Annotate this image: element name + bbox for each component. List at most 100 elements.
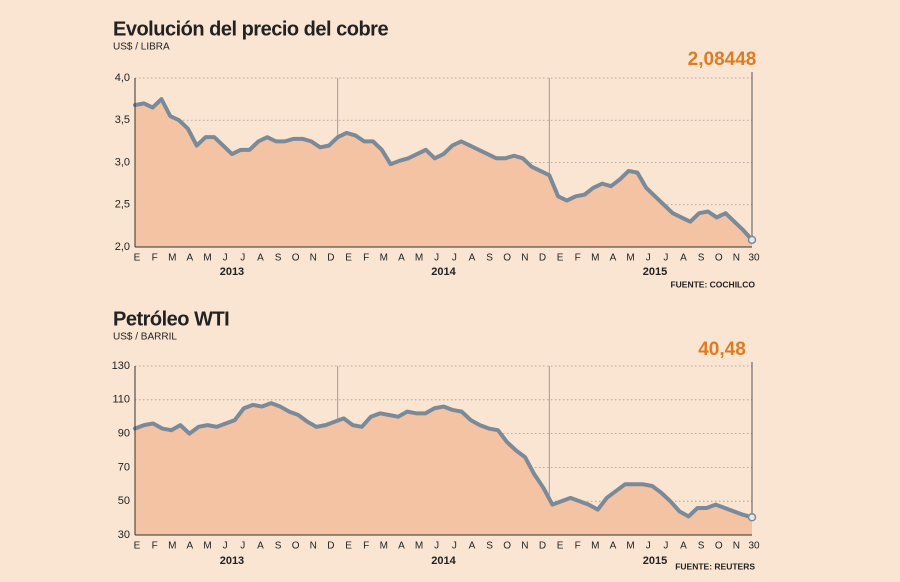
x-tick-label: N xyxy=(733,253,740,264)
x-tick-label: N xyxy=(733,541,740,552)
x-tick-label: A xyxy=(610,541,617,552)
x-tick-label: M xyxy=(591,253,599,264)
x-tick-label: N xyxy=(521,253,528,264)
x-tick-label: S xyxy=(486,541,493,552)
chart-title: Evolución del precio del cobre xyxy=(113,18,388,40)
line xyxy=(133,97,754,242)
x-tick-label: M xyxy=(626,253,634,264)
x-tick-label: S xyxy=(698,253,705,264)
x-tick-label: J xyxy=(452,253,457,264)
x-tick-label: J xyxy=(646,253,651,264)
x-tick-label: M xyxy=(168,541,176,552)
x-tick-label: A xyxy=(398,253,405,264)
year-label: 2014 xyxy=(431,555,456,567)
x-tick-label: N xyxy=(310,253,317,264)
annotation: 40,48 xyxy=(698,339,746,360)
x-tick-label: D xyxy=(327,253,334,264)
x-tick-label: E xyxy=(345,253,352,264)
x-tick-label: A xyxy=(398,541,405,552)
x-tick-label: J xyxy=(223,253,228,264)
y-tick-label: 130 xyxy=(112,360,130,372)
x-tick-label: F xyxy=(575,253,581,264)
x-tick-label: N xyxy=(310,541,317,552)
x-tick-label: J xyxy=(663,541,668,552)
x-tick-label: E xyxy=(134,541,141,552)
y-tick-label: 90 xyxy=(118,428,130,440)
x-tick-label: J xyxy=(240,253,245,264)
x-tick-label: J xyxy=(663,253,668,264)
x-tick-label: F xyxy=(363,253,369,264)
x-tick-label: 30 xyxy=(748,541,760,552)
x-tick-label: D xyxy=(539,253,546,264)
x-tick-label: E xyxy=(134,253,141,264)
x-tick-label: M xyxy=(203,253,211,264)
x-tick-label: E xyxy=(345,541,352,552)
x-tick-label: J xyxy=(223,541,228,552)
year-label: 2014 xyxy=(431,266,456,278)
y-tick-label: 2,0 xyxy=(115,241,130,253)
x-tick-label: F xyxy=(152,541,158,552)
x-tick-label: M xyxy=(626,541,634,552)
x-tick-label: M xyxy=(415,253,423,264)
year-label: 2015 xyxy=(643,266,667,278)
x-tick-label: S xyxy=(275,541,282,552)
x-tick-label: A xyxy=(469,541,476,552)
x-tick-label: O xyxy=(503,253,511,264)
y-tick-label: 30 xyxy=(118,529,130,541)
x-tick-label: A xyxy=(610,253,617,264)
y-tick-label: 70 xyxy=(118,461,130,473)
area xyxy=(135,403,752,535)
year-label: 2013 xyxy=(220,555,244,567)
x-tick-label: F xyxy=(363,541,369,552)
annotation: 2,08448 xyxy=(688,49,757,70)
chart-subtitle: US$ / BARRIL xyxy=(113,332,177,343)
x-tick-label: E xyxy=(557,541,564,552)
x-tick-label: A xyxy=(187,253,194,264)
year-label: 2013 xyxy=(220,266,244,278)
x-tick-label: D xyxy=(327,541,334,552)
x-tick-label: J xyxy=(452,541,457,552)
x-tick-label: A xyxy=(680,253,687,264)
x-tick-label: M xyxy=(380,541,388,552)
x-tick-label: M xyxy=(203,541,211,552)
x-tick-label: M xyxy=(380,253,388,264)
area xyxy=(135,99,752,247)
x-tick-label: S xyxy=(698,541,705,552)
x-tick-label: J xyxy=(240,541,245,552)
x-tick-label: M xyxy=(415,541,423,552)
line xyxy=(133,401,754,520)
chart-title: Petróleo WTI xyxy=(113,308,229,330)
x-tick-label: J xyxy=(646,541,651,552)
x-tick-label: O xyxy=(292,253,300,264)
x-tick-label: A xyxy=(257,541,264,552)
x-tick-label: A xyxy=(469,253,476,264)
x-tick-label: F xyxy=(575,541,581,552)
last-point xyxy=(747,513,757,522)
source: FUENTE: REUTERS xyxy=(675,561,755,571)
x-tick-label: O xyxy=(503,541,511,552)
last-point xyxy=(747,235,757,245)
x-tick-label: S xyxy=(275,253,282,264)
x-tick-label: E xyxy=(557,253,564,264)
y-tick-label: 50 xyxy=(118,495,130,507)
x-tick-label: D xyxy=(539,541,546,552)
x-tick-label: M xyxy=(591,541,599,552)
y-tick-label: 2,5 xyxy=(115,199,130,211)
source: FUENTE: COCHILCO xyxy=(670,279,755,289)
x-tick-label: A xyxy=(257,253,264,264)
y-tick-label: 4,0 xyxy=(115,72,130,84)
chart-subtitle: US$ / LIBRA xyxy=(113,42,170,53)
x-tick-label: 30 xyxy=(748,253,760,264)
x-tick-label: J xyxy=(434,541,439,552)
x-tick-label: M xyxy=(168,253,176,264)
x-tick-label: F xyxy=(152,253,158,264)
x-tick-label: O xyxy=(292,541,300,552)
x-tick-label: A xyxy=(680,541,687,552)
x-tick-label: J xyxy=(434,253,439,264)
year-label: 2015 xyxy=(643,555,667,567)
x-tick-label: N xyxy=(521,541,528,552)
x-tick-label: A xyxy=(187,541,194,552)
y-tick-label: 3,5 xyxy=(115,114,130,126)
x-tick-label: S xyxy=(486,253,493,264)
